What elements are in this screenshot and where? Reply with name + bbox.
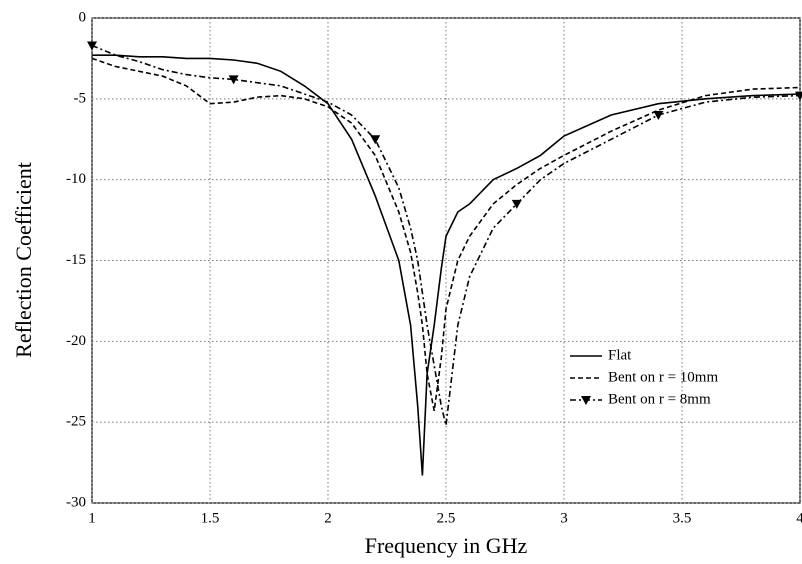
y-tick-label: -30 bbox=[66, 494, 86, 510]
y-axis-label: Reflection Coefficient bbox=[11, 162, 36, 358]
series-marker bbox=[795, 91, 802, 101]
series-marker bbox=[87, 41, 97, 51]
legend-label: Bent on r = 8mm bbox=[608, 391, 711, 407]
y-tick-label: 0 bbox=[79, 9, 87, 25]
x-axis-label: Frequency in GHz bbox=[365, 533, 528, 558]
series-line bbox=[92, 54, 801, 476]
x-tick-label: 3.5 bbox=[673, 510, 692, 526]
series-marker bbox=[653, 111, 664, 120]
series-marker bbox=[370, 135, 381, 145]
y-tick-label: -10 bbox=[66, 171, 86, 187]
x-tick-label: 3 bbox=[560, 510, 568, 526]
x-tick-label: 1 bbox=[88, 510, 96, 526]
x-tick-label: 2.5 bbox=[437, 510, 456, 526]
y-tick-label: -20 bbox=[66, 333, 86, 349]
x-tick-label: 1.5 bbox=[201, 510, 220, 526]
legend-label: Bent on r = 10mm bbox=[608, 369, 718, 385]
x-tick-label: 2 bbox=[324, 510, 332, 526]
legend-label: Flat bbox=[608, 347, 632, 363]
series-marker bbox=[228, 75, 239, 85]
y-tick-label: -25 bbox=[66, 414, 86, 430]
x-tick-label: 4 bbox=[796, 510, 802, 526]
series-marker bbox=[511, 199, 522, 209]
series-line bbox=[91, 44, 801, 426]
y-tick-label: -5 bbox=[74, 90, 87, 106]
legend-marker bbox=[581, 396, 591, 405]
series-line bbox=[91, 57, 801, 412]
y-tick-label: -15 bbox=[66, 252, 86, 268]
